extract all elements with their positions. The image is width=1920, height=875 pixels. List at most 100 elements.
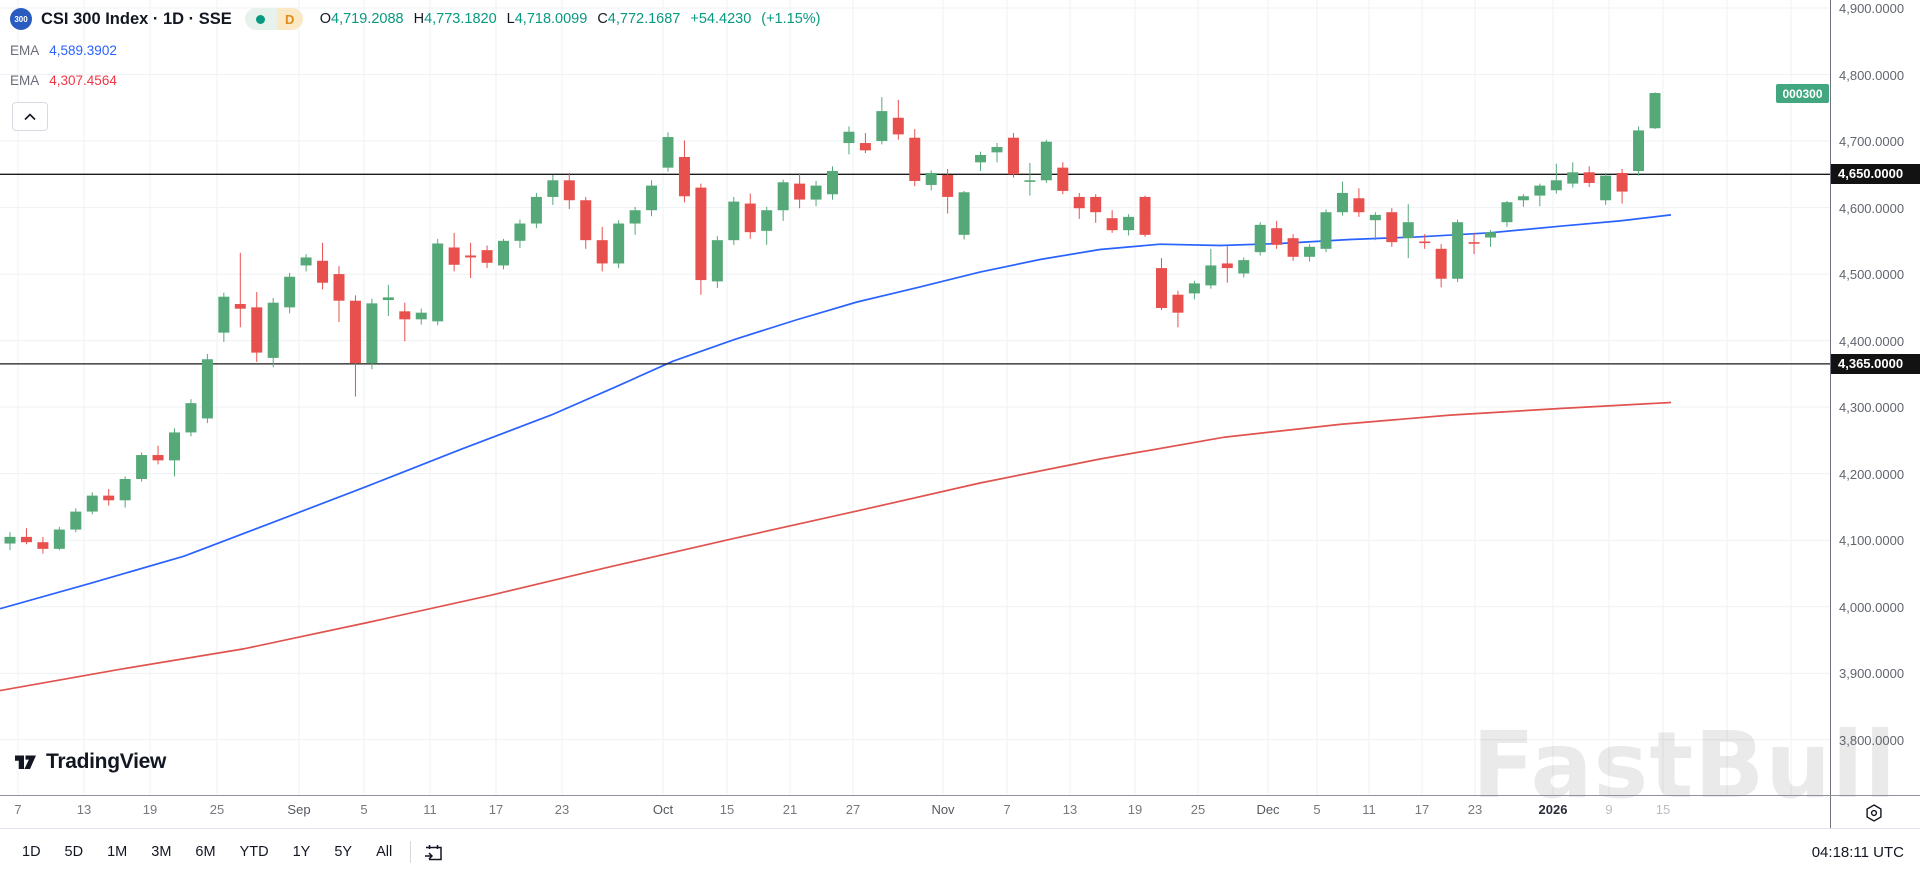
candle-body: [1238, 260, 1250, 274]
candle-body: [1090, 196, 1102, 213]
candle-body: [251, 307, 263, 353]
range-button-5d[interactable]: 5D: [57, 839, 92, 865]
range-button-1y[interactable]: 1Y: [285, 839, 319, 865]
candle-body: [103, 495, 115, 501]
candle-body: [136, 455, 148, 479]
chart-canvas[interactable]: [0, 0, 1830, 795]
candle-body: [498, 240, 509, 266]
candle-body: [1435, 248, 1447, 279]
high-value: 4,773.1820: [424, 11, 497, 27]
ema-line-slow[interactable]: [0, 401, 1672, 692]
range-button-6m[interactable]: 6M: [187, 839, 223, 865]
time-tick-label: Sep: [287, 802, 311, 817]
range-button-1m[interactable]: 1M: [99, 839, 135, 865]
time-tick-label: 13: [1062, 802, 1078, 817]
time-tick-label: 2026: [1538, 802, 1568, 817]
candle-body: [1633, 130, 1645, 171]
indicator-value: 4,589.3902: [49, 42, 117, 58]
candle-body: [728, 201, 740, 241]
low-value: 4,718.0099: [514, 11, 588, 27]
tradingview-logo-icon: [15, 755, 36, 769]
time-tick-label: 23: [554, 802, 570, 817]
price-tick-label: 4,500.0000: [1839, 267, 1905, 283]
candle-body: [563, 180, 575, 201]
candle-body: [1550, 180, 1562, 191]
candle-body: [1287, 238, 1299, 257]
candle-body: [794, 183, 806, 200]
legend-collapse-button[interactable]: [12, 102, 48, 131]
symbol-title[interactable]: CSI 300 Index · 1D · SSE: [41, 9, 232, 28]
candle-body: [1205, 265, 1217, 286]
candle-body: [1007, 137, 1019, 175]
price-axis[interactable]: 4,900.0000 4,800.0000 4,700.0000 4,600.0000…: [1830, 0, 1920, 828]
candle-body: [777, 182, 789, 211]
range-button-5y[interactable]: 5Y: [326, 839, 360, 865]
candle-body: [1336, 192, 1348, 213]
axis-settings-button[interactable]: [1864, 803, 1884, 823]
indicator-row[interactable]: EMA 4,307.4564: [10, 68, 821, 92]
candle-body: [827, 170, 838, 195]
last-price-symbol-label: 000300: [1776, 84, 1829, 104]
candle-body: [1156, 268, 1167, 309]
time-tick-label: Nov: [931, 802, 955, 817]
exchange-clock[interactable]: 04:18:11 UTC: [1811, 843, 1904, 861]
candle-body: [1221, 263, 1233, 269]
candle-body: [1106, 218, 1118, 231]
candle-body: [1057, 167, 1069, 191]
candle-body: [1320, 212, 1332, 249]
candle-body: [711, 240, 723, 282]
candle-body: [1353, 198, 1365, 213]
candle-body: [942, 174, 954, 197]
range-button-all[interactable]: All: [368, 839, 400, 865]
candle-body: [1172, 294, 1184, 313]
time-tick-label: 15: [1655, 802, 1671, 817]
indicator-row[interactable]: EMA 4,589.3902: [10, 38, 821, 62]
price-tick-label: 4,200.0000: [1839, 466, 1905, 482]
time-tick-label: 11: [1362, 802, 1376, 817]
close-label: C: [597, 11, 608, 27]
time-axis[interactable]: 7 13 19 25 Sep 5 11 17 23 Oct 15 21 27 Nov 7 13 19 25 Dec 5…: [0, 795, 1830, 829]
time-tick-label: 25: [209, 802, 225, 817]
symbol-legend: 300 CSI 300 Index · 1D · SSE D O4,719.20…: [10, 6, 821, 131]
open-label: O: [319, 11, 332, 27]
candle-body: [629, 210, 641, 224]
candle-body: [695, 187, 707, 281]
candle-body: [481, 250, 493, 263]
ema-line-fast[interactable]: [0, 214, 1672, 610]
price-level-label: 4,365.0000: [1831, 353, 1920, 374]
range-button-3m[interactable]: 3M: [143, 839, 179, 865]
range-button-ytd[interactable]: YTD: [232, 839, 277, 865]
candle-body: [382, 297, 394, 301]
candle-body: [366, 303, 378, 364]
time-tick-label: 7: [1003, 802, 1011, 817]
candle-body: [1139, 196, 1151, 235]
time-tick-label: 5: [1313, 802, 1321, 817]
candle-body: [843, 131, 855, 144]
candle-body: [432, 243, 444, 322]
candle-body: [925, 172, 937, 185]
price-tick-label: 4,900.0000: [1839, 0, 1905, 16]
candle-body: [1254, 224, 1266, 253]
candle-body: [218, 296, 230, 333]
axis-corner: [1830, 795, 1920, 829]
calendar-go-icon: [425, 844, 442, 860]
symbol-logo-badge: 300: [10, 8, 32, 30]
candle-body: [152, 455, 164, 461]
candle-body: [1616, 172, 1628, 192]
market-status-interval-pill[interactable]: D: [244, 8, 303, 30]
candle-body: [892, 117, 904, 135]
time-tick-label: 21: [782, 802, 798, 817]
go-to-date-button[interactable]: [421, 840, 446, 865]
candle-body: [810, 185, 822, 200]
price-tick-label: 4,100.0000: [1839, 533, 1905, 549]
tradingview-logo-text: TradingView: [46, 749, 167, 773]
candle-body: [1452, 222, 1464, 279]
low-label: L: [506, 11, 515, 27]
range-button-1d[interactable]: 1D: [14, 839, 49, 865]
toolbar-divider: [410, 841, 412, 863]
candle-body: [284, 276, 296, 308]
tradingview-logo[interactable]: TradingView: [12, 748, 166, 775]
candle-body: [37, 542, 49, 549]
candle-body: [169, 432, 180, 461]
time-tick-label: 13: [76, 802, 92, 817]
